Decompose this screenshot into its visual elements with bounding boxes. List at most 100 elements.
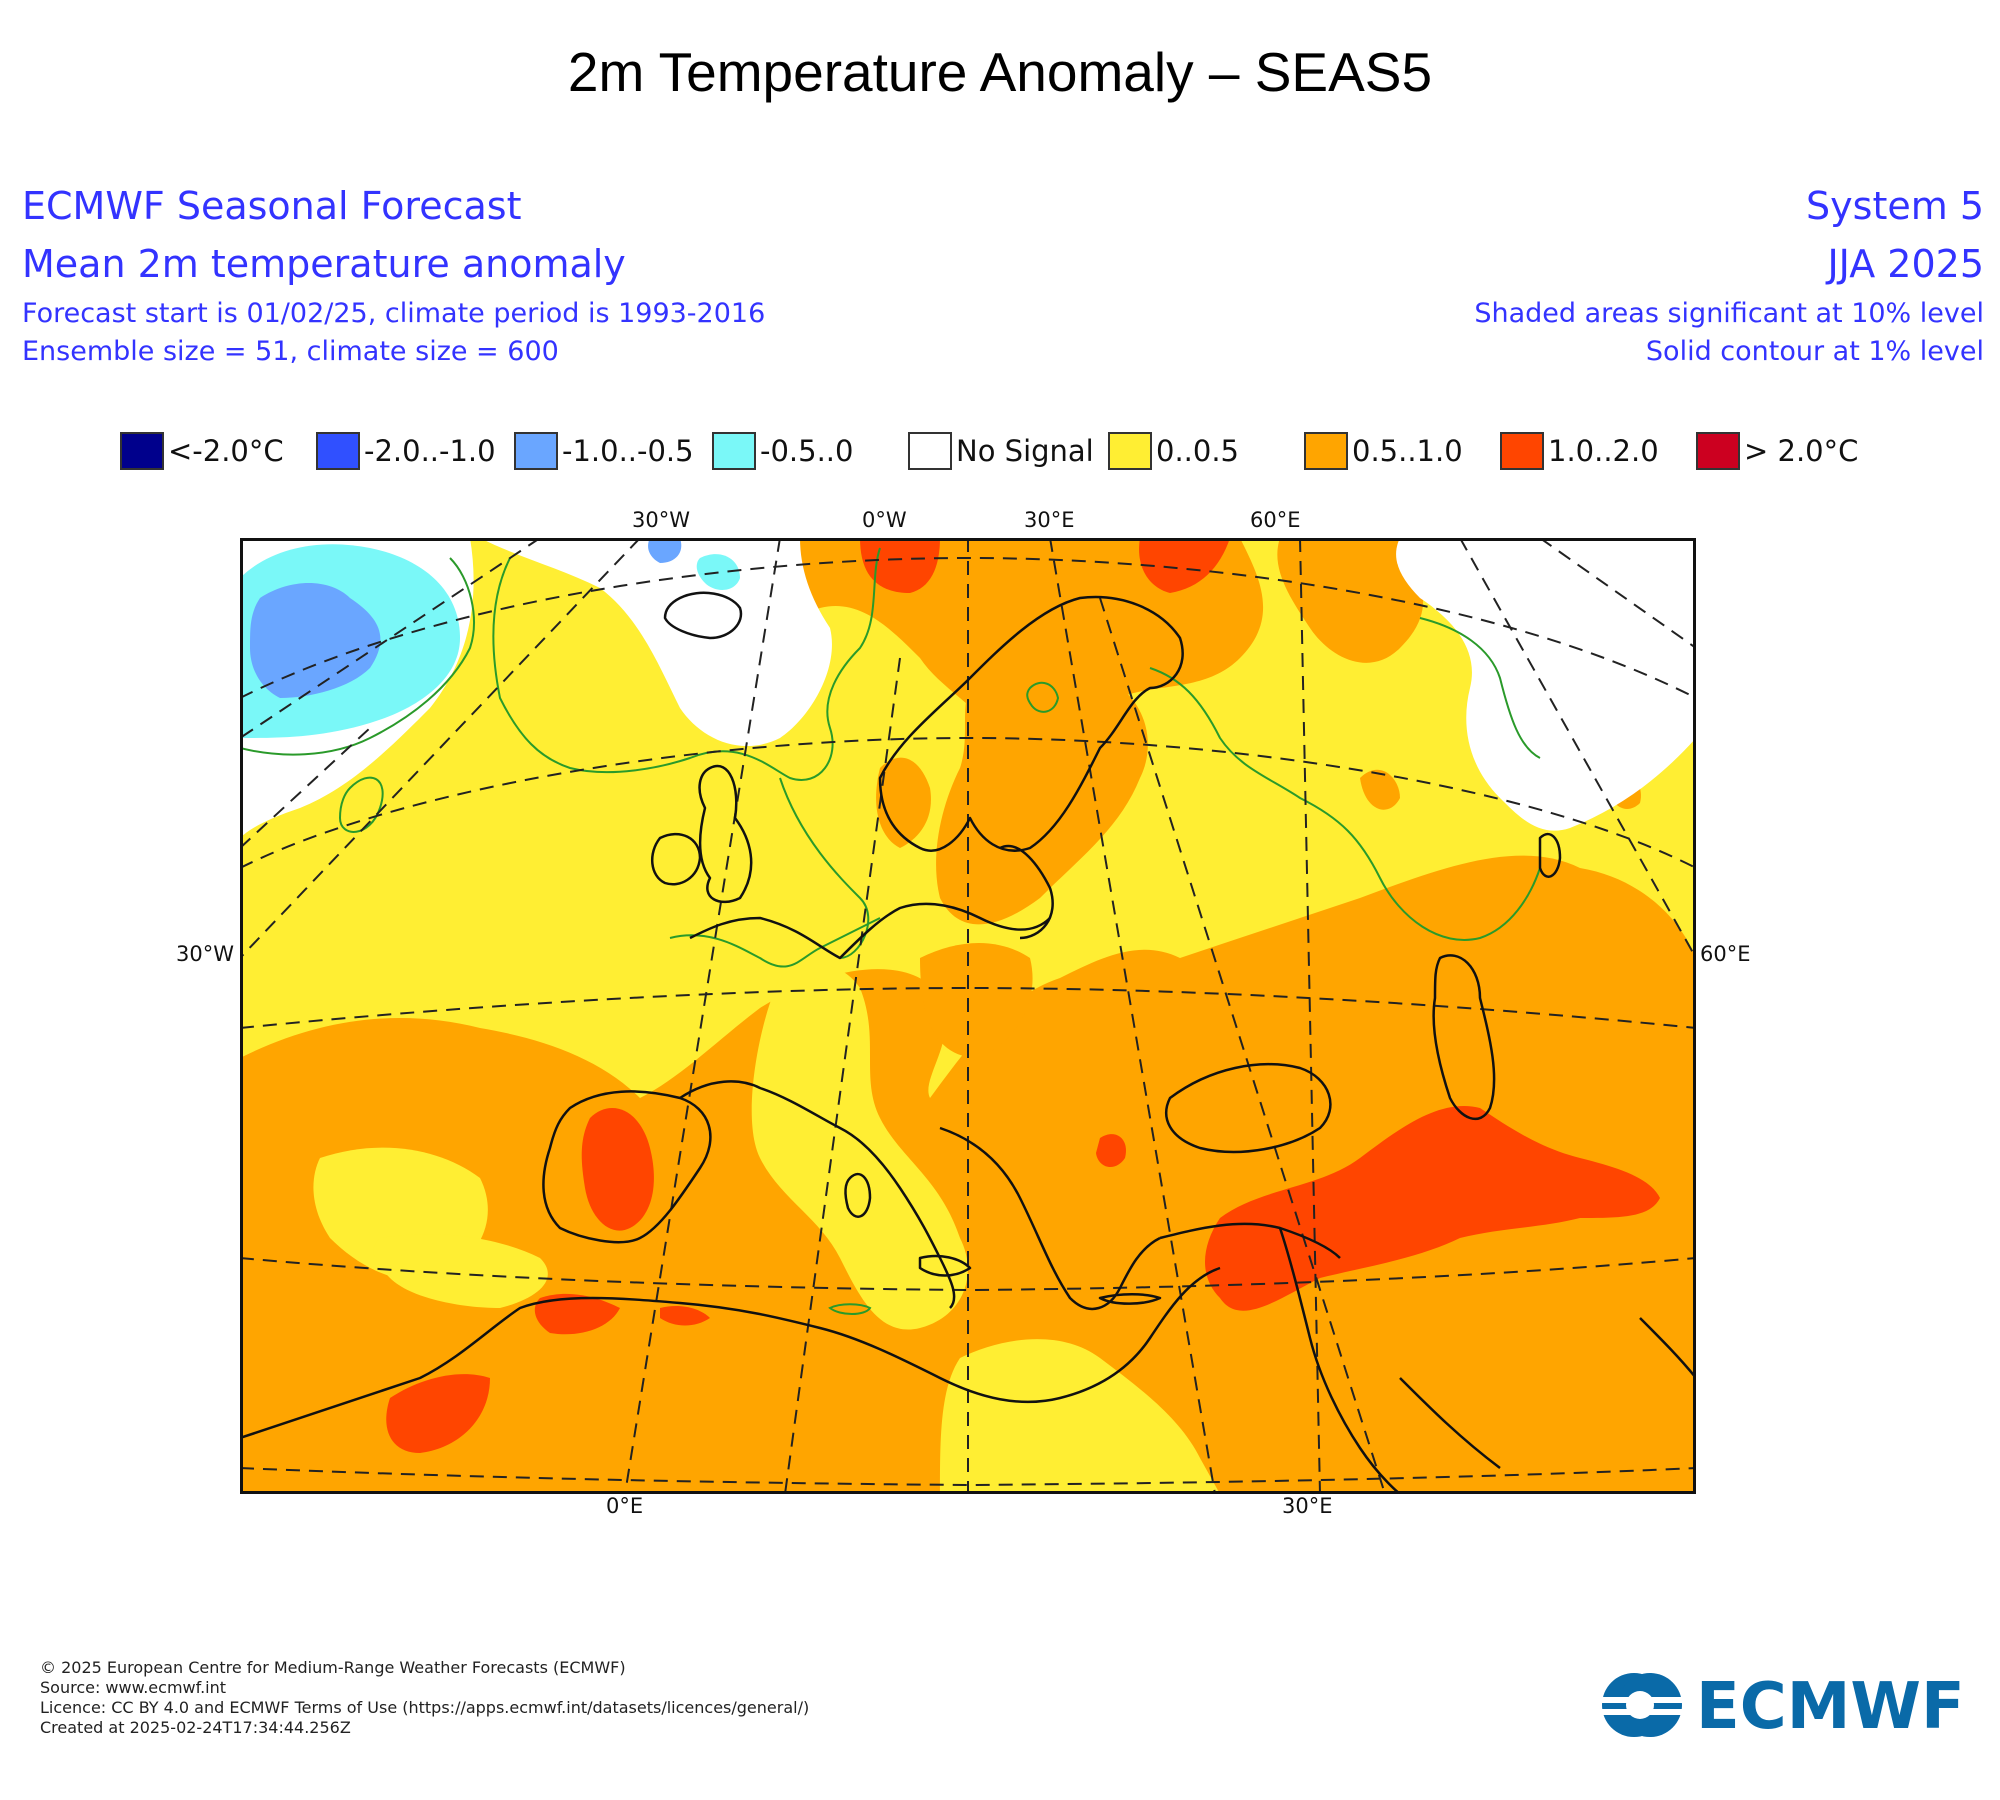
legend-item: -2.0..-1.0 bbox=[316, 430, 496, 472]
graticule-parallel bbox=[240, 986, 1696, 1029]
legend-label: > 2.0°C bbox=[1744, 434, 1859, 468]
anomaly-map bbox=[240, 538, 1696, 1494]
graticule-meridian bbox=[240, 538, 541, 739]
graticule-parallel bbox=[240, 556, 1696, 699]
coastline-sardinia bbox=[844, 1172, 872, 1218]
significance-contours bbox=[240, 547, 1541, 1315]
legend-swatch bbox=[514, 432, 558, 470]
legend-swatch bbox=[908, 432, 952, 470]
axis-label-left: 30°W bbox=[176, 942, 234, 966]
anomaly-region-hot-north bbox=[860, 538, 940, 593]
anomaly-region-hot-balkans bbox=[1096, 1134, 1126, 1168]
ecmwf-logo: ECMWF bbox=[1590, 1660, 1980, 1755]
anomaly-region-hot-morocco bbox=[386, 1374, 490, 1453]
coastline-ireland bbox=[651, 832, 702, 886]
nosignal-region-greenland-sea bbox=[480, 538, 832, 747]
graticule-meridian bbox=[1049, 538, 1216, 1494]
header-contour-note: Solid contour at 1% level bbox=[1645, 336, 1984, 367]
coastline-gulf bbox=[1639, 1317, 1696, 1379]
coastline-levant bbox=[1278, 1227, 1401, 1494]
graticule bbox=[240, 538, 1696, 1494]
contour-1pct-scandinavia bbox=[779, 777, 870, 959]
contour-1pct-russia bbox=[1149, 667, 1541, 941]
legend-item: <-2.0°C bbox=[120, 430, 284, 472]
legend-label: 0..0.5 bbox=[1156, 434, 1240, 468]
anomaly-region-warm-north bbox=[760, 538, 1264, 751]
graticule-meridian bbox=[240, 538, 641, 959]
legend-swatch bbox=[1500, 432, 1544, 470]
axis-label-top: 60°E bbox=[1250, 508, 1301, 532]
anomaly-region-hot-algeria bbox=[534, 1293, 620, 1335]
anomaly-region-mild-italy-balkans bbox=[751, 964, 968, 1330]
footer-licence: Licence: CC BY 4.0 and ECMWF Terms of Us… bbox=[40, 1698, 810, 1717]
legend-item: 0..0.5 bbox=[1108, 430, 1239, 472]
header-system: System 5 bbox=[1806, 184, 1984, 228]
anomaly-region-warm-scandinavia bbox=[936, 678, 1148, 925]
anomaly-region-warm-central bbox=[920, 943, 1033, 1058]
legend-label: No Signal bbox=[956, 434, 1094, 468]
footer-created: Created at 2025-02-24T17:34:44.256Z bbox=[40, 1718, 351, 1737]
header-shading-note: Shaded areas significant at 10% level bbox=[1474, 298, 1984, 329]
graticule-meridian bbox=[1099, 597, 1386, 1494]
legend-item: 1.0..2.0 bbox=[1500, 430, 1659, 472]
map-frame bbox=[240, 538, 1696, 1494]
coastline-iberia bbox=[542, 1090, 712, 1244]
legend-label: -2.0..-1.0 bbox=[364, 434, 496, 468]
legend-swatch bbox=[316, 432, 360, 470]
coastline-red-sea bbox=[1399, 1377, 1501, 1469]
coastline-black-sea bbox=[1165, 1063, 1332, 1154]
header-product-title: Mean 2m temperature anomaly bbox=[22, 242, 626, 286]
legend-item: -1.0..-0.5 bbox=[514, 430, 694, 472]
legend-swatch bbox=[1108, 432, 1152, 470]
coastline-great-britain bbox=[698, 764, 753, 904]
coastline-sicily bbox=[918, 1254, 972, 1277]
axis-label-bottom: 0°E bbox=[606, 1494, 644, 1518]
coastline-baltic-east bbox=[999, 844, 1054, 940]
footer-copyright: © 2025 European Centre for Medium-Range … bbox=[40, 1658, 626, 1677]
contour-1pct-baltic bbox=[1026, 681, 1060, 713]
anomaly-region-cold-iceland-n bbox=[648, 538, 682, 563]
page-title: 2m Temperature Anomaly – SEAS5 bbox=[567, 41, 1433, 103]
axis-label-top: 30°W bbox=[632, 508, 690, 532]
contour-1pct-mediterranean bbox=[828, 1303, 872, 1315]
coastline-north-africa bbox=[240, 1266, 1221, 1440]
contour-1pct-ural bbox=[1419, 617, 1541, 759]
coastline-europe-main bbox=[689, 902, 1051, 960]
header-org-title: ECMWF Seasonal Forecast bbox=[22, 184, 522, 228]
graticule-meridian bbox=[1459, 538, 1696, 959]
legend-item: > 2.0°C bbox=[1696, 430, 1858, 472]
legend-swatch bbox=[712, 432, 756, 470]
anomaly-region-hot-tunisia bbox=[660, 1306, 710, 1326]
legend-item: 0.5..1.0 bbox=[1304, 430, 1463, 472]
legend-label: 1.0..2.0 bbox=[1548, 434, 1659, 468]
anomaly-region-mild-middle-east bbox=[940, 1339, 1220, 1494]
anomaly-region-mild-north-africa bbox=[373, 1234, 548, 1308]
coastline-balkans-greece bbox=[939, 1126, 1161, 1310]
graticule-meridian bbox=[624, 538, 781, 1494]
coastline-turkey bbox=[1159, 1222, 1341, 1259]
legend-swatch bbox=[1304, 432, 1348, 470]
legend-label: 0.5..1.0 bbox=[1352, 434, 1463, 468]
anomaly-region-warm-east-small bbox=[1360, 769, 1400, 810]
axis-label-bottom: 30°E bbox=[1282, 1494, 1333, 1518]
graticule-meridian bbox=[1539, 538, 1696, 649]
graticule-parallel bbox=[240, 1467, 1696, 1487]
anomaly-region-hot-iberia bbox=[581, 1108, 654, 1231]
ecmwf-logo-icon: ECMWF bbox=[1598, 1670, 1965, 1744]
coastline-france-italy bbox=[679, 1080, 956, 1309]
legend-item: No Signal bbox=[908, 430, 1094, 472]
coastlines bbox=[240, 591, 1696, 1494]
contour-1pct-france bbox=[669, 917, 881, 968]
legend-label: <-2.0°C bbox=[168, 434, 284, 468]
header-forecast-start: Forecast start is 01/02/25, climate peri… bbox=[22, 298, 766, 329]
legend-label: -0.5..0 bbox=[760, 434, 854, 468]
axis-label-top: 30°E bbox=[1024, 508, 1075, 532]
legend-label: -1.0..-0.5 bbox=[562, 434, 694, 468]
anomaly-region-warm-norway-coast bbox=[876, 757, 931, 848]
coastline-iceland bbox=[663, 591, 743, 640]
coastline-crete bbox=[1098, 1293, 1162, 1305]
legend-item: -0.5..0 bbox=[712, 430, 853, 472]
anomaly-region-warm-northeast bbox=[1277, 538, 1424, 663]
ecmwf-logo-text: ECMWF bbox=[1696, 1670, 1965, 1744]
legend-swatch bbox=[120, 432, 164, 470]
